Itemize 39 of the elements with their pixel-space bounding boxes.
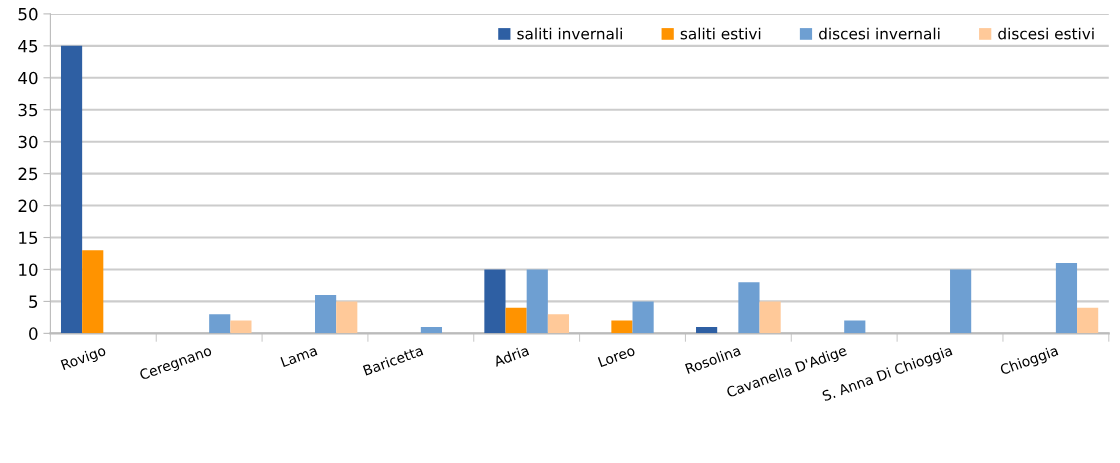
bar [420, 326, 443, 334]
legend-label: saliti invernali [517, 27, 622, 40]
bar [230, 320, 252, 334]
bar [505, 307, 527, 334]
bar [336, 301, 358, 334]
legend-label: discesi invernali [819, 27, 940, 40]
bar [844, 320, 866, 334]
x-tick-label: Lama [280, 345, 318, 368]
bar [632, 301, 654, 334]
bar [547, 314, 570, 334]
x-tick-label: Loreo [597, 345, 636, 368]
y-tick-label: 40 [18, 71, 38, 85]
bar [738, 282, 760, 334]
bar [315, 295, 337, 334]
y-tick-label: 5 [29, 295, 38, 308]
bar [696, 326, 718, 334]
y-tick-label: 35 [18, 103, 38, 117]
y-tick-label: 10 [19, 263, 38, 277]
bar [484, 269, 506, 334]
bar [950, 269, 972, 334]
y-tick-label: 20 [18, 199, 38, 213]
legend-label: saliti estivi [680, 27, 761, 40]
legend-label: discesi estivi [998, 27, 1094, 40]
bar [526, 269, 548, 334]
bar [82, 250, 104, 334]
bar [1077, 307, 1099, 334]
y-tick-label: 0 [29, 327, 38, 340]
y-tick-label: 45 [18, 40, 38, 53]
y-tick-label: 25 [18, 167, 38, 181]
y-tick-label: 15 [19, 231, 38, 245]
bar [1055, 263, 1078, 334]
x-tick-label: Rovigo [60, 344, 108, 373]
bar [60, 45, 83, 334]
bar [759, 301, 781, 334]
x-tick-label: Adria [492, 344, 530, 367]
bar [611, 320, 633, 334]
bar [209, 314, 231, 334]
y-tick-label: 30 [18, 135, 38, 149]
y-tick-label: 50 [18, 7, 38, 21]
